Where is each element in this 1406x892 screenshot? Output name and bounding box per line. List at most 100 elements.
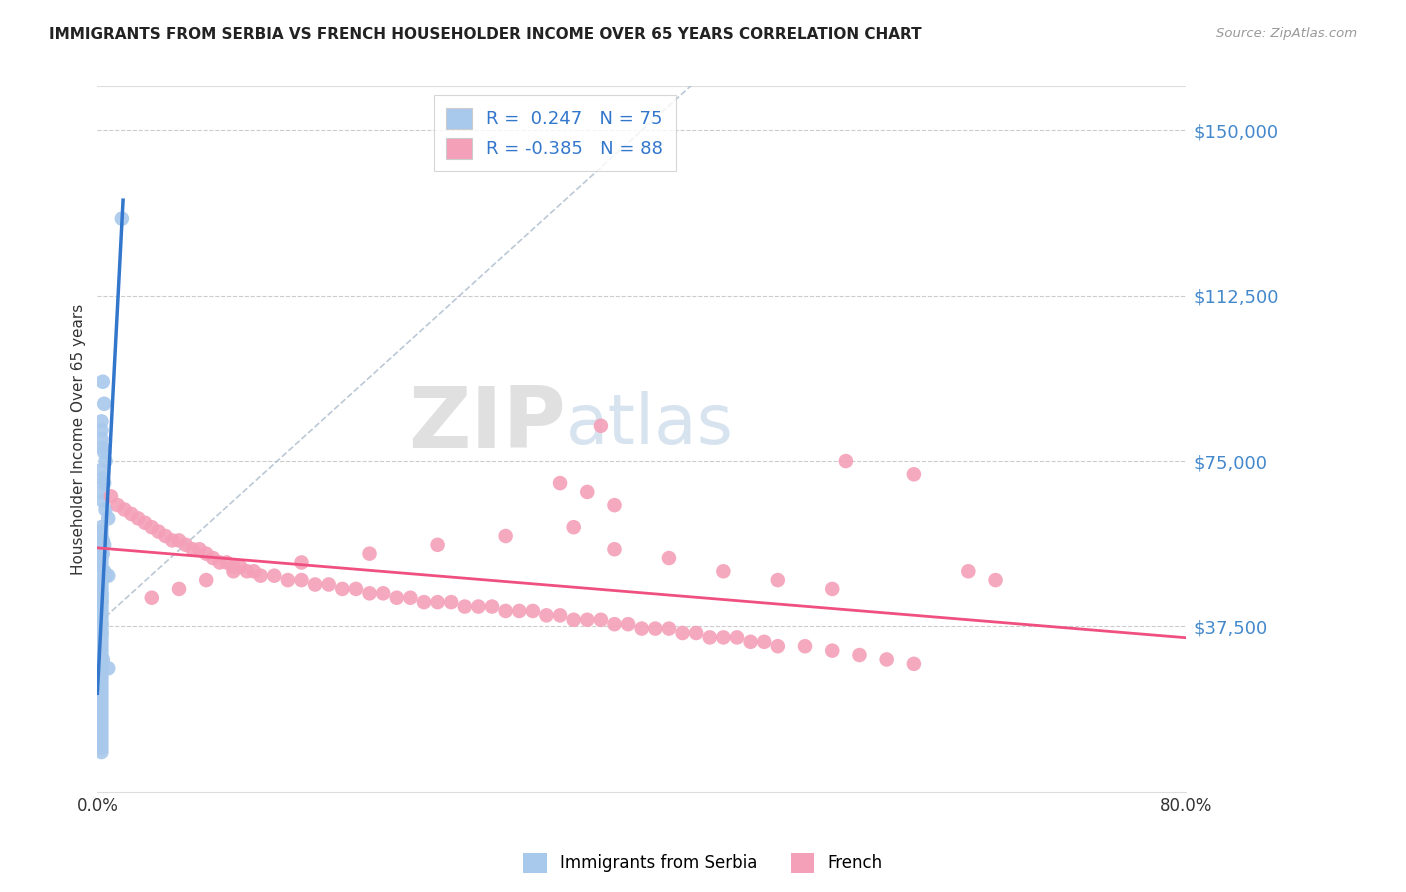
Point (603, 617, 626, 632)
Point (90, 586, 112, 600)
Point (440, 595, 463, 609)
Point (548, 476, 571, 491)
Point (91, 375, 114, 389)
Point (359, 547, 381, 561)
Point (90, 591, 112, 605)
Point (90, 643, 112, 657)
Text: atlas: atlas (565, 392, 734, 458)
Point (454, 599, 477, 614)
Point (188, 542, 211, 557)
Point (277, 573, 299, 587)
Point (548, 608, 571, 623)
Point (711, 564, 734, 578)
Point (413, 595, 436, 609)
Point (93, 445, 115, 459)
Point (127, 511, 149, 525)
Point (876, 652, 898, 666)
Point (685, 626, 707, 640)
Point (90, 529, 112, 543)
Point (848, 648, 870, 662)
Point (97, 661, 120, 675)
Point (359, 586, 381, 600)
Point (495, 529, 517, 543)
Point (90, 697, 112, 711)
Point (957, 564, 980, 578)
Point (495, 604, 517, 618)
Point (766, 573, 789, 587)
Point (330, 582, 353, 596)
Point (243, 564, 266, 578)
Point (90, 560, 112, 574)
Point (134, 516, 156, 530)
Point (426, 595, 449, 609)
Point (90, 463, 112, 477)
Point (90, 573, 112, 587)
Point (589, 418, 612, 433)
Point (167, 533, 190, 548)
Point (249, 568, 271, 582)
Point (222, 564, 245, 578)
Point (90, 718, 112, 732)
Point (93, 538, 115, 552)
Point (97, 568, 120, 582)
Point (90, 665, 112, 680)
Point (794, 639, 817, 653)
Point (90, 432, 112, 446)
Point (90, 639, 112, 653)
Point (522, 604, 544, 618)
Point (167, 582, 190, 596)
Point (481, 599, 503, 614)
Point (94, 454, 117, 468)
Point (562, 613, 585, 627)
Point (90, 714, 112, 728)
Point (93, 476, 115, 491)
Point (90, 679, 112, 693)
Point (984, 573, 1007, 587)
Point (90, 595, 112, 609)
Point (93, 564, 115, 578)
Point (740, 635, 762, 649)
Point (141, 520, 163, 534)
Point (114, 502, 136, 516)
Point (90, 577, 112, 591)
Point (174, 538, 197, 552)
Point (90, 626, 112, 640)
Point (90, 484, 112, 499)
Text: Source: ZipAtlas.com: Source: ZipAtlas.com (1216, 27, 1357, 40)
Point (141, 591, 163, 605)
Point (90, 551, 112, 566)
Point (576, 613, 599, 627)
Point (94, 568, 117, 582)
Point (263, 568, 285, 582)
Point (373, 586, 395, 600)
Point (90, 670, 112, 684)
Point (603, 542, 626, 557)
Point (90, 414, 112, 428)
Point (100, 489, 122, 503)
Point (90, 608, 112, 623)
Point (90, 582, 112, 596)
Text: IMMIGRANTS FROM SERBIA VS FRENCH HOUSEHOLDER INCOME OVER 65 YEARS CORRELATION CH: IMMIGRANTS FROM SERBIA VS FRENCH HOUSEHO… (49, 27, 922, 42)
Legend: Immigrants from Serbia, French: Immigrants from Serbia, French (517, 847, 889, 880)
Point (576, 484, 599, 499)
Point (711, 631, 734, 645)
Point (90, 617, 112, 632)
Point (90, 542, 112, 557)
Point (90, 657, 112, 671)
Point (766, 639, 789, 653)
Point (215, 556, 238, 570)
Point (90, 599, 112, 614)
Point (155, 529, 177, 543)
Point (658, 622, 681, 636)
Point (97, 511, 120, 525)
Point (181, 542, 204, 557)
Point (671, 626, 693, 640)
Y-axis label: Householder Income Over 65 years: Householder Income Over 65 years (72, 303, 86, 574)
Point (229, 560, 252, 574)
Point (90, 595, 112, 609)
Point (725, 631, 748, 645)
Point (208, 556, 231, 570)
Point (90, 423, 112, 437)
Point (90, 674, 112, 689)
Point (91, 441, 114, 455)
